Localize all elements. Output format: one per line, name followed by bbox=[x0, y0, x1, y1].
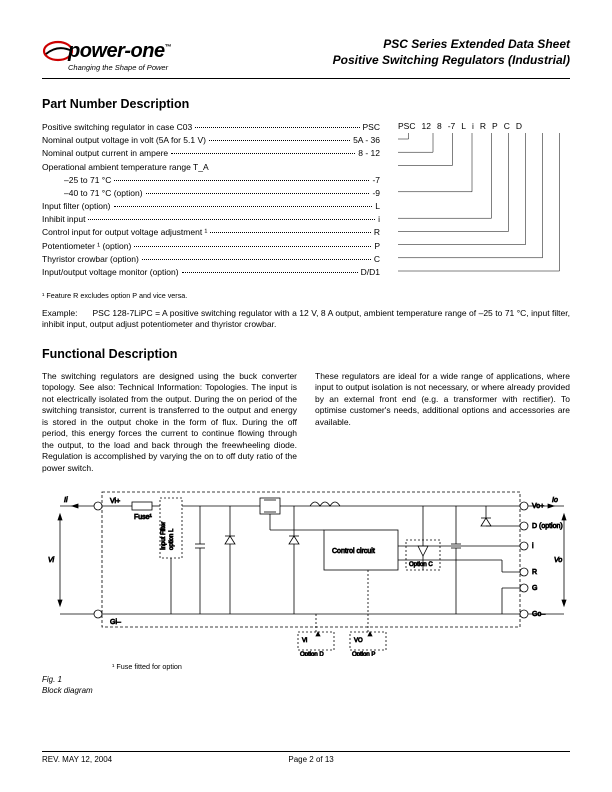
svg-text:Gi–: Gi– bbox=[110, 619, 121, 626]
desc-row: Operational ambient temperature range T_… bbox=[42, 161, 380, 174]
desc-row: Nominal output voltage in volt (5A for 5… bbox=[42, 134, 380, 147]
svg-text:Option P: Option P bbox=[352, 652, 375, 656]
desc-row: –40 to 71 °C (option)-9 bbox=[42, 187, 380, 200]
svg-text:Option D: Option D bbox=[300, 652, 324, 656]
footer-divider bbox=[42, 751, 570, 752]
code-segment: 12 bbox=[421, 121, 430, 131]
desc-row: Inhibit inputi bbox=[42, 213, 380, 226]
svg-text:Io: Io bbox=[552, 497, 558, 504]
title-line-2: Positive Switching Regulators (Industria… bbox=[333, 52, 570, 68]
doc-title: PSC Series Extended Data Sheet Positive … bbox=[333, 36, 570, 68]
svg-text:Vi: Vi bbox=[48, 557, 55, 564]
description-list: Positive switching regulator in case C03… bbox=[42, 121, 380, 285]
desc-row: –25 to 71 °C-7 bbox=[42, 174, 380, 187]
code-segment: P bbox=[492, 121, 498, 131]
svg-text:Vo: Vo bbox=[554, 557, 562, 564]
svg-text:VO: VO bbox=[354, 638, 363, 644]
svg-text:i: i bbox=[532, 543, 534, 550]
functional-col-1: The switching regulators are designed us… bbox=[42, 371, 297, 474]
logo: power-one™ Changing the Shape of Power bbox=[42, 36, 172, 72]
logo-tagline: Changing the Shape of Power bbox=[68, 63, 172, 72]
footer-page: Page 2 of 13 bbox=[288, 755, 333, 764]
svg-text:Vo+: Vo+ bbox=[532, 503, 544, 510]
page-header: power-one™ Changing the Shape of Power P… bbox=[42, 36, 570, 72]
figure-label: Fig. 1Block diagram bbox=[42, 675, 570, 696]
svg-text:Vi+: Vi+ bbox=[110, 498, 120, 505]
svg-text:Fuse¹: Fuse¹ bbox=[134, 514, 153, 521]
section-part-number-title: Part Number Description bbox=[42, 97, 570, 111]
functional-description: The switching regulators are designed us… bbox=[42, 371, 570, 474]
desc-row: Input filter (option)L bbox=[42, 200, 380, 213]
footnote-1: ¹ Feature R excludes option P and vice v… bbox=[42, 291, 570, 300]
code-segment: D bbox=[516, 121, 522, 131]
example-body: PSC 128-7LiPC = A positive switching reg… bbox=[42, 308, 570, 329]
svg-text:G: G bbox=[532, 585, 537, 592]
code-segment: R bbox=[480, 121, 486, 131]
section-functional-title: Functional Description bbox=[42, 347, 570, 361]
logo-text: power-one™ bbox=[68, 40, 171, 62]
code-header: PSC 12 8 -7 LiRPCD bbox=[398, 121, 570, 131]
desc-row: Potentiometer ¹ (option)P bbox=[42, 240, 380, 253]
svg-text:R: R bbox=[532, 569, 537, 576]
part-number-area: Positive switching regulator in case C03… bbox=[42, 121, 570, 285]
example-text: Example: PSC 128-7LiPC = A positive swit… bbox=[42, 308, 570, 331]
desc-row: Input/output voltage monitor (option)D/D… bbox=[42, 266, 380, 279]
svg-text:Control circuit: Control circuit bbox=[332, 548, 375, 555]
block-diagram-svg: Vi+ Gi– Ii Vi Fuse¹ Input Filter option … bbox=[42, 486, 570, 656]
block-diagram: Vi+ Gi– Ii Vi Fuse¹ Input Filter option … bbox=[42, 486, 570, 658]
footer-rev: REV. MAY 12, 2004 bbox=[42, 755, 112, 764]
svg-text:Input Filter: Input Filter bbox=[161, 522, 167, 550]
functional-col-2: These regulators are ideal for a wide ra… bbox=[315, 371, 570, 474]
code-segment: C bbox=[504, 121, 510, 131]
desc-row: Positive switching regulator in case C03… bbox=[42, 121, 380, 134]
code-segment: i bbox=[472, 121, 474, 131]
svg-text:Vi: Vi bbox=[302, 638, 307, 644]
code-segment: -7 bbox=[448, 121, 456, 131]
desc-row: Thyristor crowbar (option)C bbox=[42, 253, 380, 266]
title-line-1: PSC Series Extended Data Sheet bbox=[333, 36, 570, 52]
code-leader-lines bbox=[398, 133, 570, 283]
code-breakdown: PSC 12 8 -7 LiRPCD bbox=[398, 121, 570, 285]
title-divider bbox=[42, 78, 570, 79]
code-segment: 8 bbox=[437, 121, 442, 131]
desc-row: Nominal output current in ampere8 - 12 bbox=[42, 147, 380, 160]
code-segment: L bbox=[461, 121, 466, 131]
code-segment: PSC bbox=[398, 121, 415, 131]
svg-text:D (option): D (option) bbox=[532, 523, 563, 530]
svg-text:option L: option L bbox=[169, 528, 175, 550]
svg-text:Go–: Go– bbox=[532, 611, 545, 618]
example-label: Example: bbox=[42, 308, 90, 319]
desc-row: Control input for output voltage adjustm… bbox=[42, 226, 380, 239]
diagram-footnote: ¹ Fuse fitted for option bbox=[112, 662, 570, 671]
svg-text:Ii: Ii bbox=[64, 497, 68, 504]
page-footer: REV. MAY 12, 2004 Page 2 of 13 bbox=[42, 751, 570, 764]
svg-text:Option C: Option C bbox=[409, 562, 433, 568]
